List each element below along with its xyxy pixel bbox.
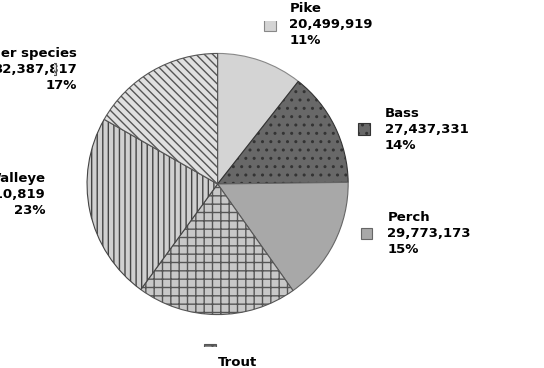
Wedge shape	[218, 53, 298, 184]
Wedge shape	[218, 81, 348, 184]
FancyBboxPatch shape	[9, 188, 21, 200]
Wedge shape	[87, 119, 218, 290]
Text: Perch
29,773,173
15%: Perch 29,773,173 15%	[387, 211, 471, 256]
FancyBboxPatch shape	[264, 19, 276, 31]
Wedge shape	[218, 183, 348, 291]
Wedge shape	[141, 184, 293, 315]
FancyBboxPatch shape	[361, 228, 372, 240]
Text: Bass
27,437,331
14%: Bass 27,437,331 14%	[385, 107, 468, 152]
FancyBboxPatch shape	[45, 63, 57, 75]
FancyBboxPatch shape	[358, 123, 370, 135]
Text: Trout
38,296,209
20%: Trout 38,296,209 20%	[195, 356, 279, 368]
Text: Other species
32,387,817
17%: Other species 32,387,817 17%	[0, 47, 77, 92]
Text: Pike
20,499,919
11%: Pike 20,499,919 11%	[289, 2, 373, 47]
Text: Walleye
44,910,819
23%: Walleye 44,910,819 23%	[0, 172, 45, 217]
FancyBboxPatch shape	[204, 344, 215, 356]
Wedge shape	[104, 53, 218, 184]
